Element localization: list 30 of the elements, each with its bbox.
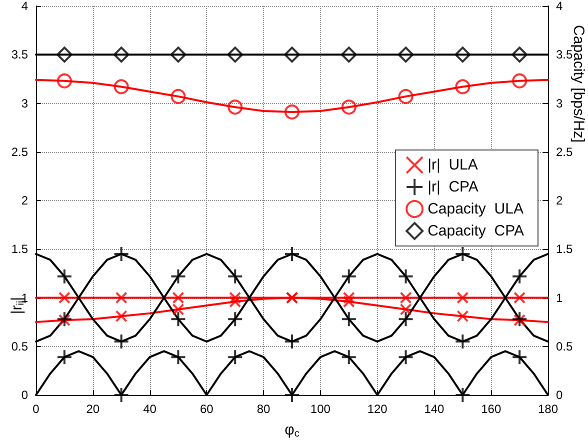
x-tick-label: 140 xyxy=(424,402,445,416)
x-tick-label: 0 xyxy=(32,402,40,416)
y2-tick-label: 0 xyxy=(556,388,563,402)
y-tick-label: 2.5 xyxy=(11,144,28,159)
x-tick-label: 20 xyxy=(86,402,100,416)
y-tick-label: 1.5 xyxy=(11,242,28,256)
y2-tick-label: 2.5 xyxy=(556,144,574,159)
y-tick-label: 2 xyxy=(21,194,28,208)
x-tick-label: 80 xyxy=(256,402,271,416)
y2-tick-label: 1 xyxy=(556,290,563,305)
y2-tick-label: 1.5 xyxy=(556,242,574,256)
y-tick-label: 4 xyxy=(21,0,28,13)
x-tick-label: 60 xyxy=(200,402,214,416)
x-tick-label: 120 xyxy=(367,402,388,416)
x-tick-label: 40 xyxy=(143,402,157,416)
y2-tick-label: 3 xyxy=(556,96,563,110)
legend-label: |r| CPA xyxy=(428,178,478,196)
y-tick-label: 3.5 xyxy=(11,48,28,62)
y2-tick-label: 0.5 xyxy=(556,339,574,354)
y-tick-label: 0.5 xyxy=(11,339,28,354)
y2-tick-label: 2 xyxy=(556,194,563,208)
x-tick-label: 160 xyxy=(481,402,502,416)
legend-label: Capacity ULA xyxy=(428,200,524,218)
y2-tick-label: 4 xyxy=(556,0,563,13)
x-tick-label: 100 xyxy=(310,402,331,416)
y-tick-label: 3 xyxy=(21,96,28,110)
x-tick-label: 180 xyxy=(538,402,558,416)
y-tick-label: 0 xyxy=(21,388,28,402)
legend-label: Capacity CPA xyxy=(428,222,524,240)
legend-label: |r| ULA xyxy=(428,156,478,174)
